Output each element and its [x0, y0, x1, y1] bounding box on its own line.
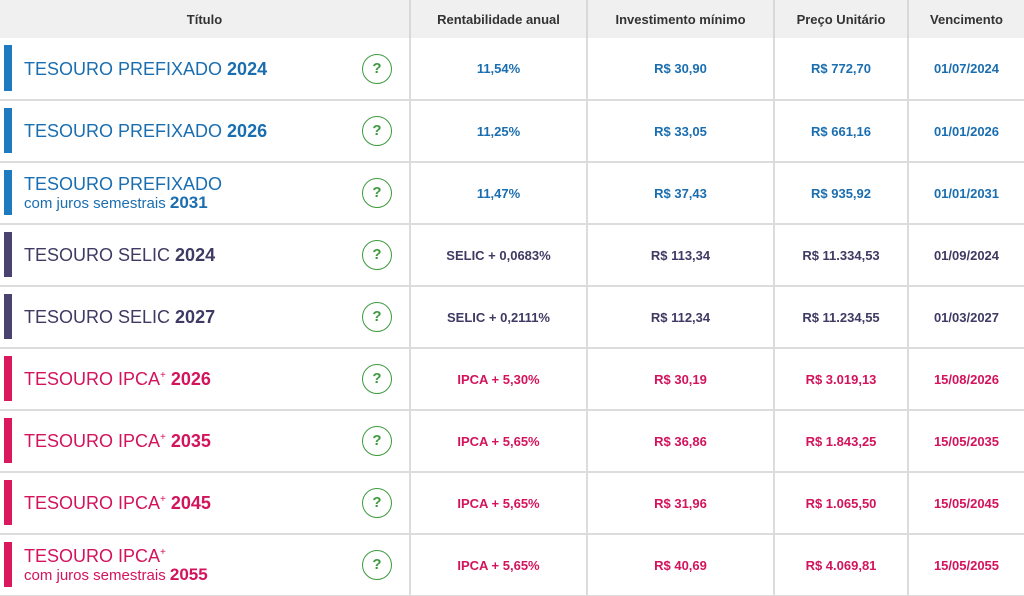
investimento-cell: R$ 30,19 — [587, 348, 775, 411]
group-accent-bar — [4, 232, 12, 277]
rentabilidade-cell: 11,25% — [410, 100, 588, 163]
title-name: TESOURO PREFIXADO — [24, 173, 223, 194]
title-subtitle: com juros semestrais 2055 — [24, 564, 208, 584]
investimento-cell: R$ 30,90 — [587, 38, 775, 101]
title-cell[interactable]: TESOURO PREFIXADO com juros semestrais 2… — [0, 162, 411, 225]
investimento-cell: R$ 113,34 — [587, 224, 775, 287]
header-vencimento: Vencimento — [930, 11, 1003, 27]
preco-cell: R$ 11.334,53 — [774, 224, 909, 287]
help-icon[interactable]: ? — [362, 53, 392, 84]
table-row[interactable]: TESOURO PREFIXADO 2024 ? 11,54% R$ 30,90… — [0, 38, 1024, 101]
rentabilidade-cell: IPCA + 5,65% — [410, 472, 588, 535]
group-accent-bar — [4, 108, 12, 153]
title-name: TESOURO IPCA+ 2035 — [24, 431, 211, 451]
rentabilidade-cell: IPCA + 5,65% — [410, 410, 588, 473]
header-rentabilidade: Rentabilidade anual — [410, 0, 588, 38]
table-row[interactable]: TESOURO SELIC 2027 ? SELIC + 0,2111% R$ … — [0, 286, 1024, 349]
group-accent-bar — [4, 45, 12, 91]
preco-cell: R$ 1.843,25 — [774, 410, 909, 473]
table-header: Título Rentabilidade anual Investimento … — [0, 0, 1024, 38]
vencimento-cell: 01/01/2031 — [908, 162, 1024, 225]
rentabilidade-cell: IPCA + 5,65% — [410, 534, 588, 596]
group-accent-bar — [4, 170, 12, 215]
vencimento-cell: 15/05/2045 — [908, 472, 1024, 535]
preco-cell: R$ 11.234,55 — [774, 286, 909, 349]
help-icon[interactable]: ? — [362, 116, 392, 146]
preco-cell: R$ 661,16 — [774, 100, 909, 163]
rentabilidade-cell: 11,47% — [410, 162, 588, 225]
title-cell[interactable]: TESOURO IPCA+ 2045 ? — [0, 472, 411, 535]
table-row[interactable]: TESOURO PREFIXADO 2026 ? 11,25% R$ 33,05… — [0, 100, 1024, 163]
vencimento-cell: 01/03/2027 — [908, 286, 1024, 349]
table-row[interactable]: TESOURO PREFIXADO com juros semestrais 2… — [0, 162, 1024, 225]
rentabilidade-cell: IPCA + 5,30% — [410, 348, 588, 411]
header-titulo: Título — [0, 0, 411, 38]
vencimento-cell: 01/01/2026 — [908, 100, 1024, 163]
title-cell[interactable]: TESOURO SELIC 2024 ? — [0, 224, 411, 287]
investimento-cell: R$ 37,43 — [587, 162, 775, 225]
title-name: TESOURO IPCA+ 2045 — [24, 493, 211, 513]
vencimento-cell: 15/05/2035 — [908, 410, 1024, 473]
table-row[interactable]: TESOURO SELIC 2024 ? SELIC + 0,0683% R$ … — [0, 224, 1024, 287]
group-accent-bar — [4, 356, 12, 401]
table-row[interactable]: TESOURO IPCA+ 2026 ? IPCA + 5,30% R$ 30,… — [0, 348, 1024, 411]
title-cell[interactable]: TESOURO SELIC 2027 ? — [0, 286, 411, 349]
help-icon[interactable]: ? — [362, 364, 392, 394]
investimento-cell: R$ 36,86 — [587, 410, 775, 473]
rentabilidade-cell: SELIC + 0,0683% — [410, 224, 588, 287]
title-name: TESOURO PREFIXADO 2024 — [24, 58, 268, 79]
header-investimento: Investimento mínimo — [587, 0, 775, 38]
help-icon[interactable]: ? — [362, 488, 392, 518]
title-name: TESOURO SELIC 2024 — [24, 245, 216, 265]
title-subtitle: com juros semestrais 2031 — [24, 192, 208, 212]
preco-cell: R$ 4.069,81 — [774, 534, 909, 596]
investimento-cell: R$ 40,69 — [587, 534, 775, 596]
preco-cell: R$ 1.065,50 — [774, 472, 909, 535]
group-accent-bar — [4, 294, 12, 339]
vencimento-cell: 15/05/2055 — [908, 534, 1024, 596]
title-cell[interactable]: TESOURO PREFIXADO 2026 ? — [0, 100, 411, 163]
group-accent-bar — [4, 418, 12, 463]
table-row[interactable]: TESOURO IPCA+ 2035 ? IPCA + 5,65% R$ 36,… — [0, 410, 1024, 473]
rentabilidade-cell: SELIC + 0,2111% — [410, 286, 588, 349]
title-name: TESOURO SELIC 2027 — [24, 307, 216, 327]
vencimento-cell: 01/09/2024 — [908, 224, 1024, 287]
help-icon[interactable]: ? — [362, 426, 392, 456]
investimento-cell: R$ 112,34 — [587, 286, 775, 349]
investimento-cell: R$ 31,96 — [587, 472, 775, 535]
title-name: TESOURO IPCA+ 2026 — [24, 369, 211, 389]
table-body: TESOURO PREFIXADO 2024 ? 11,54% R$ 30,90… — [0, 38, 1024, 596]
help-icon[interactable]: ? — [362, 550, 392, 580]
preco-cell: R$ 935,92 — [774, 162, 909, 225]
help-icon[interactable]: ? — [362, 178, 392, 208]
rentabilidade-cell: 11,54% — [410, 38, 588, 101]
help-icon[interactable]: ? — [362, 240, 392, 270]
investimento-cell: R$ 33,05 — [587, 100, 775, 163]
group-accent-bar — [4, 542, 12, 587]
help-icon[interactable]: ? — [362, 302, 392, 332]
title-name: TESOURO IPCA+ — [24, 545, 166, 566]
vencimento-cell: 01/07/2024 — [908, 38, 1024, 101]
title-name: TESOURO PREFIXADO 2026 — [24, 121, 268, 141]
title-cell[interactable]: TESOURO IPCA+ 2026 ? — [0, 348, 411, 411]
table-row[interactable]: TESOURO IPCA+ com juros semestrais 2055 … — [0, 534, 1024, 596]
title-cell[interactable]: TESOURO IPCA+ 2035 ? — [0, 410, 411, 473]
preco-cell: R$ 772,70 — [774, 38, 909, 101]
title-cell[interactable]: TESOURO IPCA+ com juros semestrais 2055 … — [0, 534, 411, 596]
vencimento-cell: 15/08/2026 — [908, 348, 1024, 411]
title-cell[interactable]: TESOURO PREFIXADO 2024 ? — [0, 38, 411, 101]
table-row[interactable]: TESOURO IPCA+ 2045 ? IPCA + 5,65% R$ 31,… — [0, 472, 1024, 535]
header-preco: Preço Unitário — [774, 0, 909, 38]
group-accent-bar — [4, 480, 12, 525]
preco-cell: R$ 3.019,13 — [774, 348, 909, 411]
